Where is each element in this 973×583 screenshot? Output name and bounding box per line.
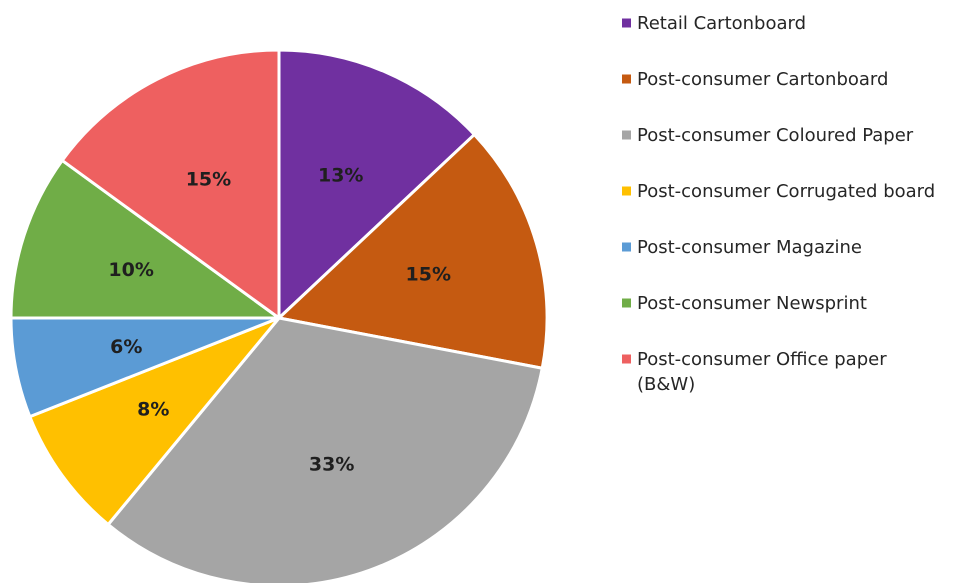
legend-swatch-post-consumer-coloured-paper — [622, 130, 631, 140]
pie-slice-post-consumer-office-paper-b-w — [60, 48, 281, 320]
legend-swatch-post-consumer-office-paper-b-w — [622, 354, 631, 364]
legend-item-post-consumer-office-paper-b-w: Post-consumer Office paper (B&W) — [622, 349, 887, 395]
legend-label-post-consumer-coloured-paper: Post-consumer Coloured Paper — [637, 125, 914, 146]
legend-item-post-consumer-newsprint: Post-consumer Newsprint — [622, 293, 867, 314]
slice-label-post-consumer-office-paper-b-w: 15% — [186, 169, 231, 191]
slice-label-post-consumer-newsprint: 10% — [108, 259, 153, 281]
legend-item-post-consumer-cartonboard: Post-consumer Cartonboard — [622, 69, 888, 90]
legend-swatch-post-consumer-newsprint — [622, 298, 631, 308]
legend-item-post-consumer-coloured-paper: Post-consumer Coloured Paper — [622, 125, 914, 146]
pie-slice-post-consumer-newsprint — [9, 158, 281, 320]
legend-label-retail-cartonboard: Retail Cartonboard — [637, 13, 806, 34]
pie-slice-post-consumer-cartonboard — [277, 133, 549, 370]
pie-slice-retail-cartonboard — [277, 48, 476, 320]
legend-item-retail-cartonboard: Retail Cartonboard — [622, 13, 806, 34]
slice-labels: 13% 15% 33% 8% 6% 10% 15% — [108, 164, 451, 475]
slice-label-retail-cartonboard: 13% — [318, 164, 363, 186]
legend-label-post-consumer-magazine: Post-consumer Magazine — [637, 237, 862, 258]
legend-swatch-post-consumer-corrugated-board — [622, 186, 631, 196]
legend-label-post-consumer-corrugated-board: Post-consumer Corrugated board — [637, 181, 935, 202]
legend-label-post-consumer-cartonboard: Post-consumer Cartonboard — [637, 69, 888, 90]
legend-label-post-consumer-newsprint: Post-consumer Newsprint — [637, 293, 867, 314]
legend-label-post-consumer-office-paper-b-w: Post-consumer Office paper (B&W) — [637, 349, 887, 395]
legend-swatch-post-consumer-cartonboard — [622, 74, 631, 84]
legend-item-post-consumer-magazine: Post-consumer Magazine — [622, 237, 862, 258]
pie-slices — [9, 48, 549, 583]
legend-item-post-consumer-corrugated-board: Post-consumer Corrugated board — [622, 181, 935, 202]
legend-swatch-post-consumer-magazine — [622, 242, 631, 252]
legend-swatch-retail-cartonboard — [622, 18, 631, 28]
pie-slice-post-consumer-coloured-paper — [106, 316, 544, 583]
slice-label-post-consumer-corrugated-board: 8% — [137, 398, 169, 420]
slice-label-post-consumer-magazine: 6% — [110, 336, 142, 358]
slice-label-post-consumer-cartonboard: 15% — [406, 264, 451, 286]
pie-slice-post-consumer-corrugated-board — [28, 316, 281, 526]
legend: Retail Cartonboard Post-consumer Cartonbo… — [622, 13, 935, 395]
slice-label-post-consumer-coloured-paper: 33% — [309, 453, 354, 475]
